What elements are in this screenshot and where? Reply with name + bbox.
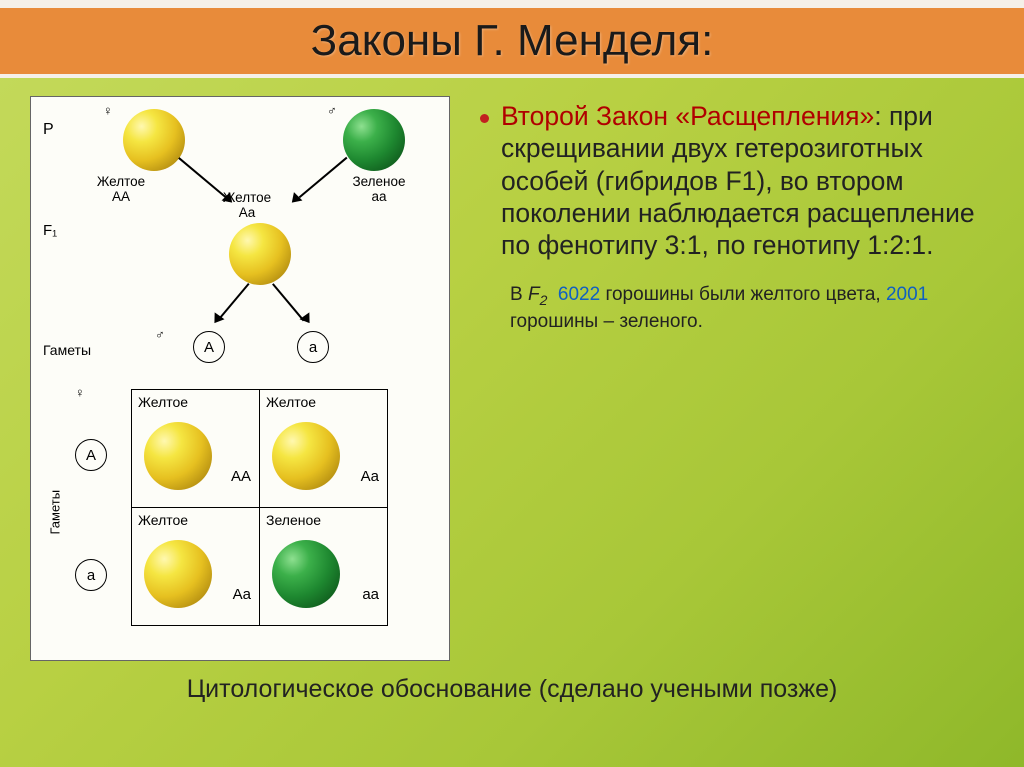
text-yellow-2: Желтое [211, 191, 283, 206]
label-yellow-AA: Желтое AA [85, 175, 157, 205]
punnett-cell-01: Желтое Aa [260, 390, 388, 508]
text-yellow: Желтое [85, 175, 157, 190]
cell-sphere-00 [144, 422, 212, 490]
cell-geno: Aa [233, 587, 251, 604]
cell-sphere-01 [272, 422, 340, 490]
mendel-diagram: P ♀ Желтое AA ♂ Зеленое aa F₁ Желтое Aa [30, 96, 450, 661]
label-gametes-v: Гаметы [48, 475, 63, 535]
cell-label: Зеленое [266, 512, 321, 528]
sub-tail: горошины – зеленого. [510, 311, 703, 332]
gamete-a-top: a [297, 331, 329, 363]
sub-paragraph: В F2 6022 горошины были желтого цвета, 2… [480, 276, 994, 335]
female-symbol: ♀ [103, 103, 113, 118]
f1-sphere [229, 223, 291, 285]
text-column: Второй Закон «Расщепления»: при скрещива… [480, 96, 994, 661]
count-green: 2001 [886, 284, 928, 305]
label-green-aa: Зеленое aa [343, 175, 415, 205]
punnett-cell-11: Зеленое aa [260, 508, 388, 626]
cell-geno: Aa [361, 469, 379, 486]
punnett-cell-10: Желтое Aa [132, 508, 260, 626]
cell-label: Желтое [138, 512, 188, 528]
cell-sphere-10 [144, 540, 212, 608]
label-gametes-h: Гаметы [43, 343, 91, 358]
male-symbol: ♂ [327, 103, 337, 118]
cell-geno: AA [231, 469, 251, 486]
text-aa: aa [343, 190, 415, 205]
bullet-row: Второй Закон «Расщепления»: при скрещива… [480, 100, 994, 262]
cell-sphere-11 [272, 540, 340, 608]
cell-label: Желтое [266, 394, 316, 410]
text-Aa-1: Aa [211, 206, 283, 221]
fgen: F2 [528, 284, 547, 305]
label-F1: F₁ [43, 223, 57, 240]
arrow-head [300, 312, 315, 326]
punnett-cell-00: Желтое AA [132, 390, 260, 508]
cell-label: Желтое [138, 394, 188, 410]
slide-header: Законы Г. Менделя: [0, 0, 1024, 78]
label-P: P [43, 121, 54, 139]
main-paragraph: Второй Закон «Расщепления»: при скрещива… [501, 100, 994, 262]
footer-text: Цитологическое обоснование (сделано учен… [0, 675, 1024, 704]
sub-mid: горошины были желтого цвета, [600, 284, 886, 305]
content-area: P ♀ Желтое AA ♂ Зеленое aa F₁ Желтое Aa [0, 78, 1024, 671]
gamete-A-left: A [75, 439, 107, 471]
parent-yellow-sphere [123, 109, 185, 171]
slide-title: Законы Г. Менделя: [311, 16, 714, 66]
parent-green-sphere [343, 109, 405, 171]
male-symbol-2: ♂ [155, 327, 165, 342]
text-AA: AA [85, 190, 157, 205]
bullet-icon [480, 114, 489, 123]
arrow-line [218, 283, 250, 321]
gamete-a-left: a [75, 559, 107, 591]
law-title-red: Второй Закон «Расщепления» [501, 101, 874, 131]
label-yellow-Aa-top: Желтое Aa [211, 191, 283, 221]
arrow-line [272, 283, 304, 321]
gamete-A-top: A [193, 331, 225, 363]
cell-geno: aa [362, 587, 379, 604]
punnett-square: Желтое AA Желтое Aa Желтое Aa Зеленое [131, 389, 388, 626]
arrow-line [299, 157, 347, 198]
sub-prefix: В [510, 284, 528, 305]
count-yellow: 6022 [558, 284, 600, 305]
text-green: Зеленое [343, 175, 415, 190]
female-symbol-2: ♀ [75, 385, 85, 400]
